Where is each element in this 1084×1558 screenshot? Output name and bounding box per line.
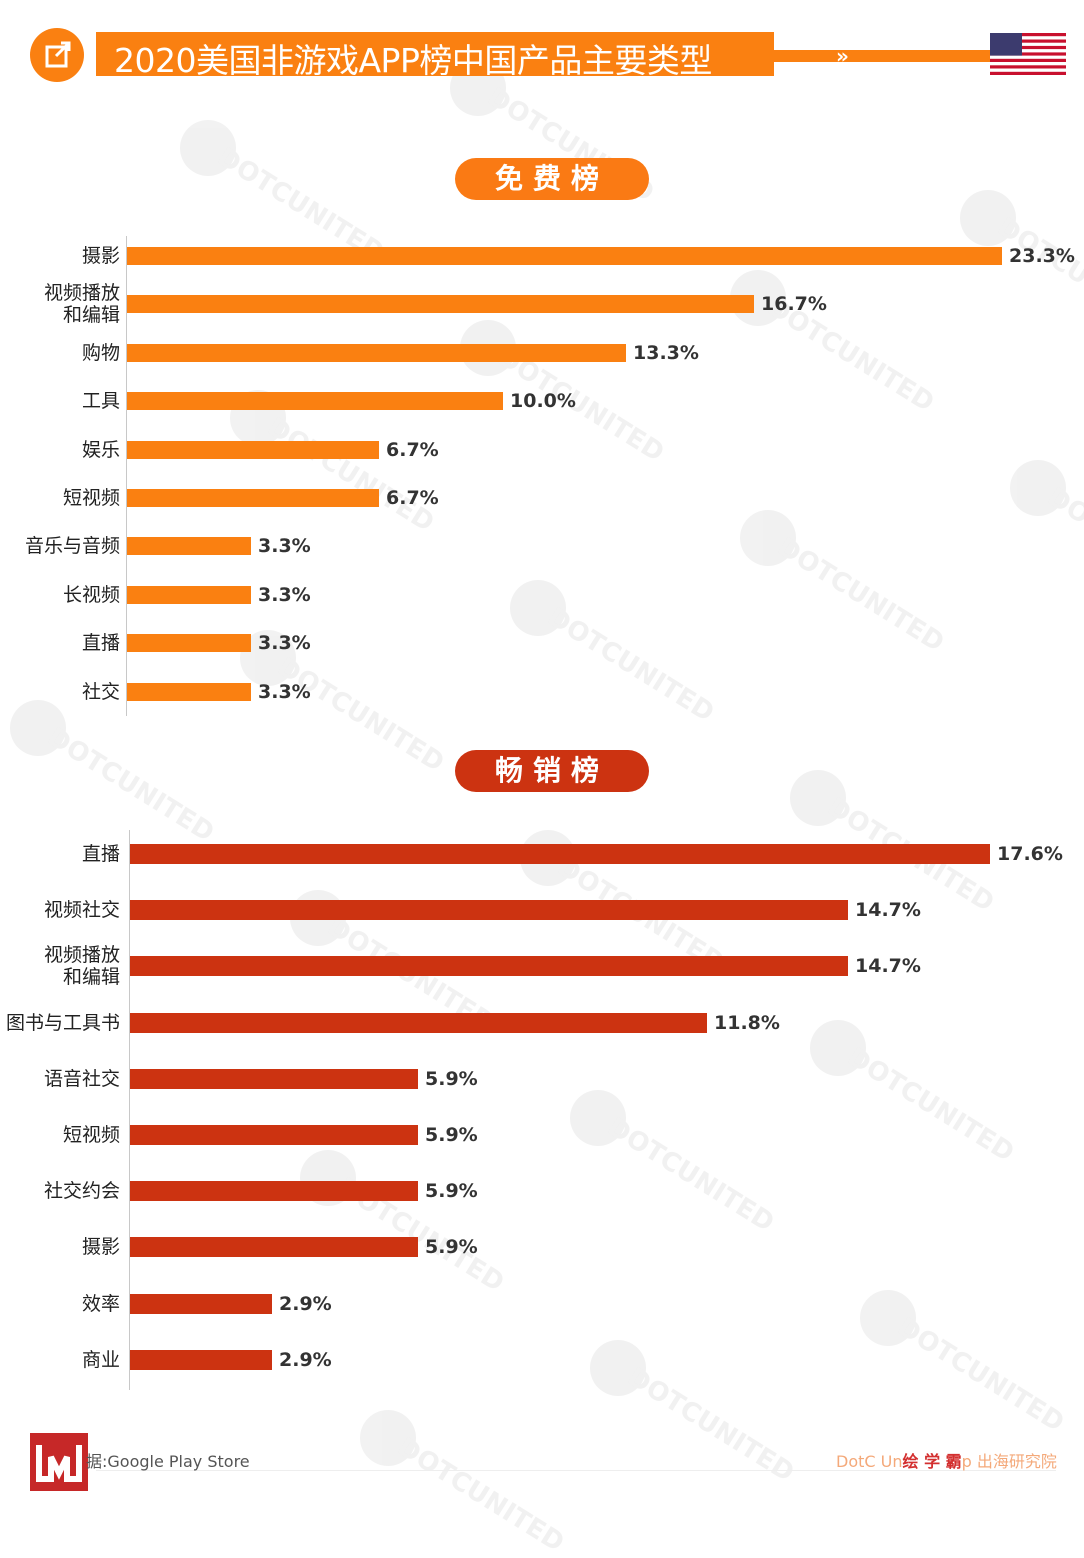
- footer-divider: [96, 1470, 1056, 1471]
- value-label: 23.3%: [1009, 245, 1075, 267]
- watermark: DOTCUNITED: [810, 1020, 1019, 1168]
- bar: [127, 343, 626, 362]
- category-label: 工具: [81, 390, 120, 413]
- category-label: 商业: [81, 1348, 120, 1371]
- watermark: DOTCUNITED: [790, 770, 999, 918]
- value-label: 16.7%: [761, 293, 827, 316]
- external-link-icon: [45, 41, 71, 68]
- watermark: DOTCUNITED: [860, 1290, 1069, 1438]
- bar: [127, 440, 379, 459]
- value-label: 3.3%: [258, 583, 311, 606]
- category-label: 社交约会: [43, 1180, 120, 1203]
- category-label: 视频播放 和编辑: [43, 282, 120, 327]
- bar: [127, 682, 251, 701]
- value-label: 6.7%: [386, 487, 439, 509]
- value-label: 3.3%: [258, 535, 311, 558]
- bar: [127, 585, 251, 604]
- value-label: 6.7%: [386, 438, 439, 461]
- watermark: DOTCUNITED: [570, 1090, 779, 1238]
- footer-credit: DotC Un绘 学 霸p 出海研究院: [836, 1448, 1057, 1472]
- publisher-logo-icon: [30, 1433, 88, 1491]
- value-label: 5.9%: [425, 1180, 478, 1203]
- bar: [130, 1293, 272, 1314]
- page-title: 2020美国非游戏APP榜中国产品主要类型: [114, 41, 712, 80]
- category-label: 直播: [81, 632, 120, 655]
- bar: [130, 1125, 418, 1145]
- value-label: 5.9%: [425, 1067, 478, 1090]
- value-label: 2.9%: [279, 1292, 332, 1315]
- category-label: 娱乐: [81, 438, 120, 461]
- credit-brand: 绘 学 霸: [902, 1452, 962, 1471]
- header-bar: [96, 32, 774, 76]
- bar: [130, 1068, 418, 1089]
- category-label: 短视频: [62, 487, 120, 509]
- bar: [130, 956, 848, 977]
- bar: [130, 1349, 272, 1370]
- bar: [130, 844, 990, 864]
- category-label: 短视频: [62, 1124, 120, 1146]
- bar: [127, 295, 754, 314]
- category-label: 音乐与音频: [24, 535, 120, 558]
- category-label: 视频社交: [43, 899, 120, 922]
- bar: [127, 537, 251, 556]
- header-line: [774, 50, 990, 62]
- category-label: 直播: [81, 843, 120, 865]
- watermark: DOTCUNITED: [10, 700, 219, 848]
- category-label: 视频播放 和编辑: [43, 944, 120, 989]
- value-label: 10.0%: [510, 390, 576, 413]
- chart-title-free: 免费榜: [455, 158, 649, 200]
- category-label: 摄影: [81, 245, 120, 267]
- credit-prefix: DotC Un: [836, 1452, 903, 1471]
- bar: [127, 392, 503, 411]
- value-label: 11.8%: [714, 1011, 780, 1034]
- grossing-chart-axis: [129, 830, 130, 1390]
- header-badge: [30, 28, 84, 82]
- value-label: 5.9%: [425, 1124, 478, 1146]
- us-flag-icon: [990, 33, 1066, 75]
- bar: [130, 900, 848, 921]
- credit-suffix: p 出海研究院: [961, 1452, 1057, 1471]
- watermark: DOTCUNITED: [180, 120, 389, 268]
- value-label: 2.9%: [279, 1348, 332, 1371]
- value-label: 14.7%: [855, 899, 921, 922]
- category-label: 语音社交: [43, 1067, 120, 1090]
- bar: [127, 489, 379, 507]
- value-label: 13.3%: [633, 341, 699, 364]
- watermark: DOTCUNITED: [510, 580, 719, 728]
- value-label: 14.7%: [855, 955, 921, 978]
- chart-title-grossing: 畅销榜: [455, 750, 649, 792]
- free-chart-axis: [126, 236, 127, 716]
- watermark: DOTCUNITED: [740, 510, 949, 658]
- category-label: 购物: [81, 341, 120, 364]
- bar: [130, 1181, 418, 1202]
- watermark: DOTCUNITED: [520, 830, 729, 978]
- bar: [127, 247, 1002, 265]
- watermark: DOTCUNITED: [1010, 460, 1084, 608]
- bar: [130, 1237, 418, 1258]
- watermark: DOTCUNITED: [590, 1340, 799, 1488]
- bar: [130, 1012, 707, 1033]
- value-label: 5.9%: [425, 1236, 478, 1259]
- double-chevron-icon: »: [836, 44, 849, 68]
- bar: [127, 634, 251, 653]
- value-label: 17.6%: [997, 843, 1063, 865]
- value-label: 3.3%: [258, 632, 311, 655]
- watermark: DOTCUNITED: [360, 1410, 569, 1558]
- category-label: 长视频: [62, 583, 120, 606]
- category-label: 摄影: [81, 1236, 120, 1259]
- data-source: 据:Google Play Store: [86, 1452, 250, 1471]
- category-label: 图书与工具书: [5, 1011, 120, 1034]
- category-label: 社交: [81, 680, 120, 703]
- category-label: 效率: [81, 1292, 120, 1315]
- value-label: 3.3%: [258, 680, 311, 703]
